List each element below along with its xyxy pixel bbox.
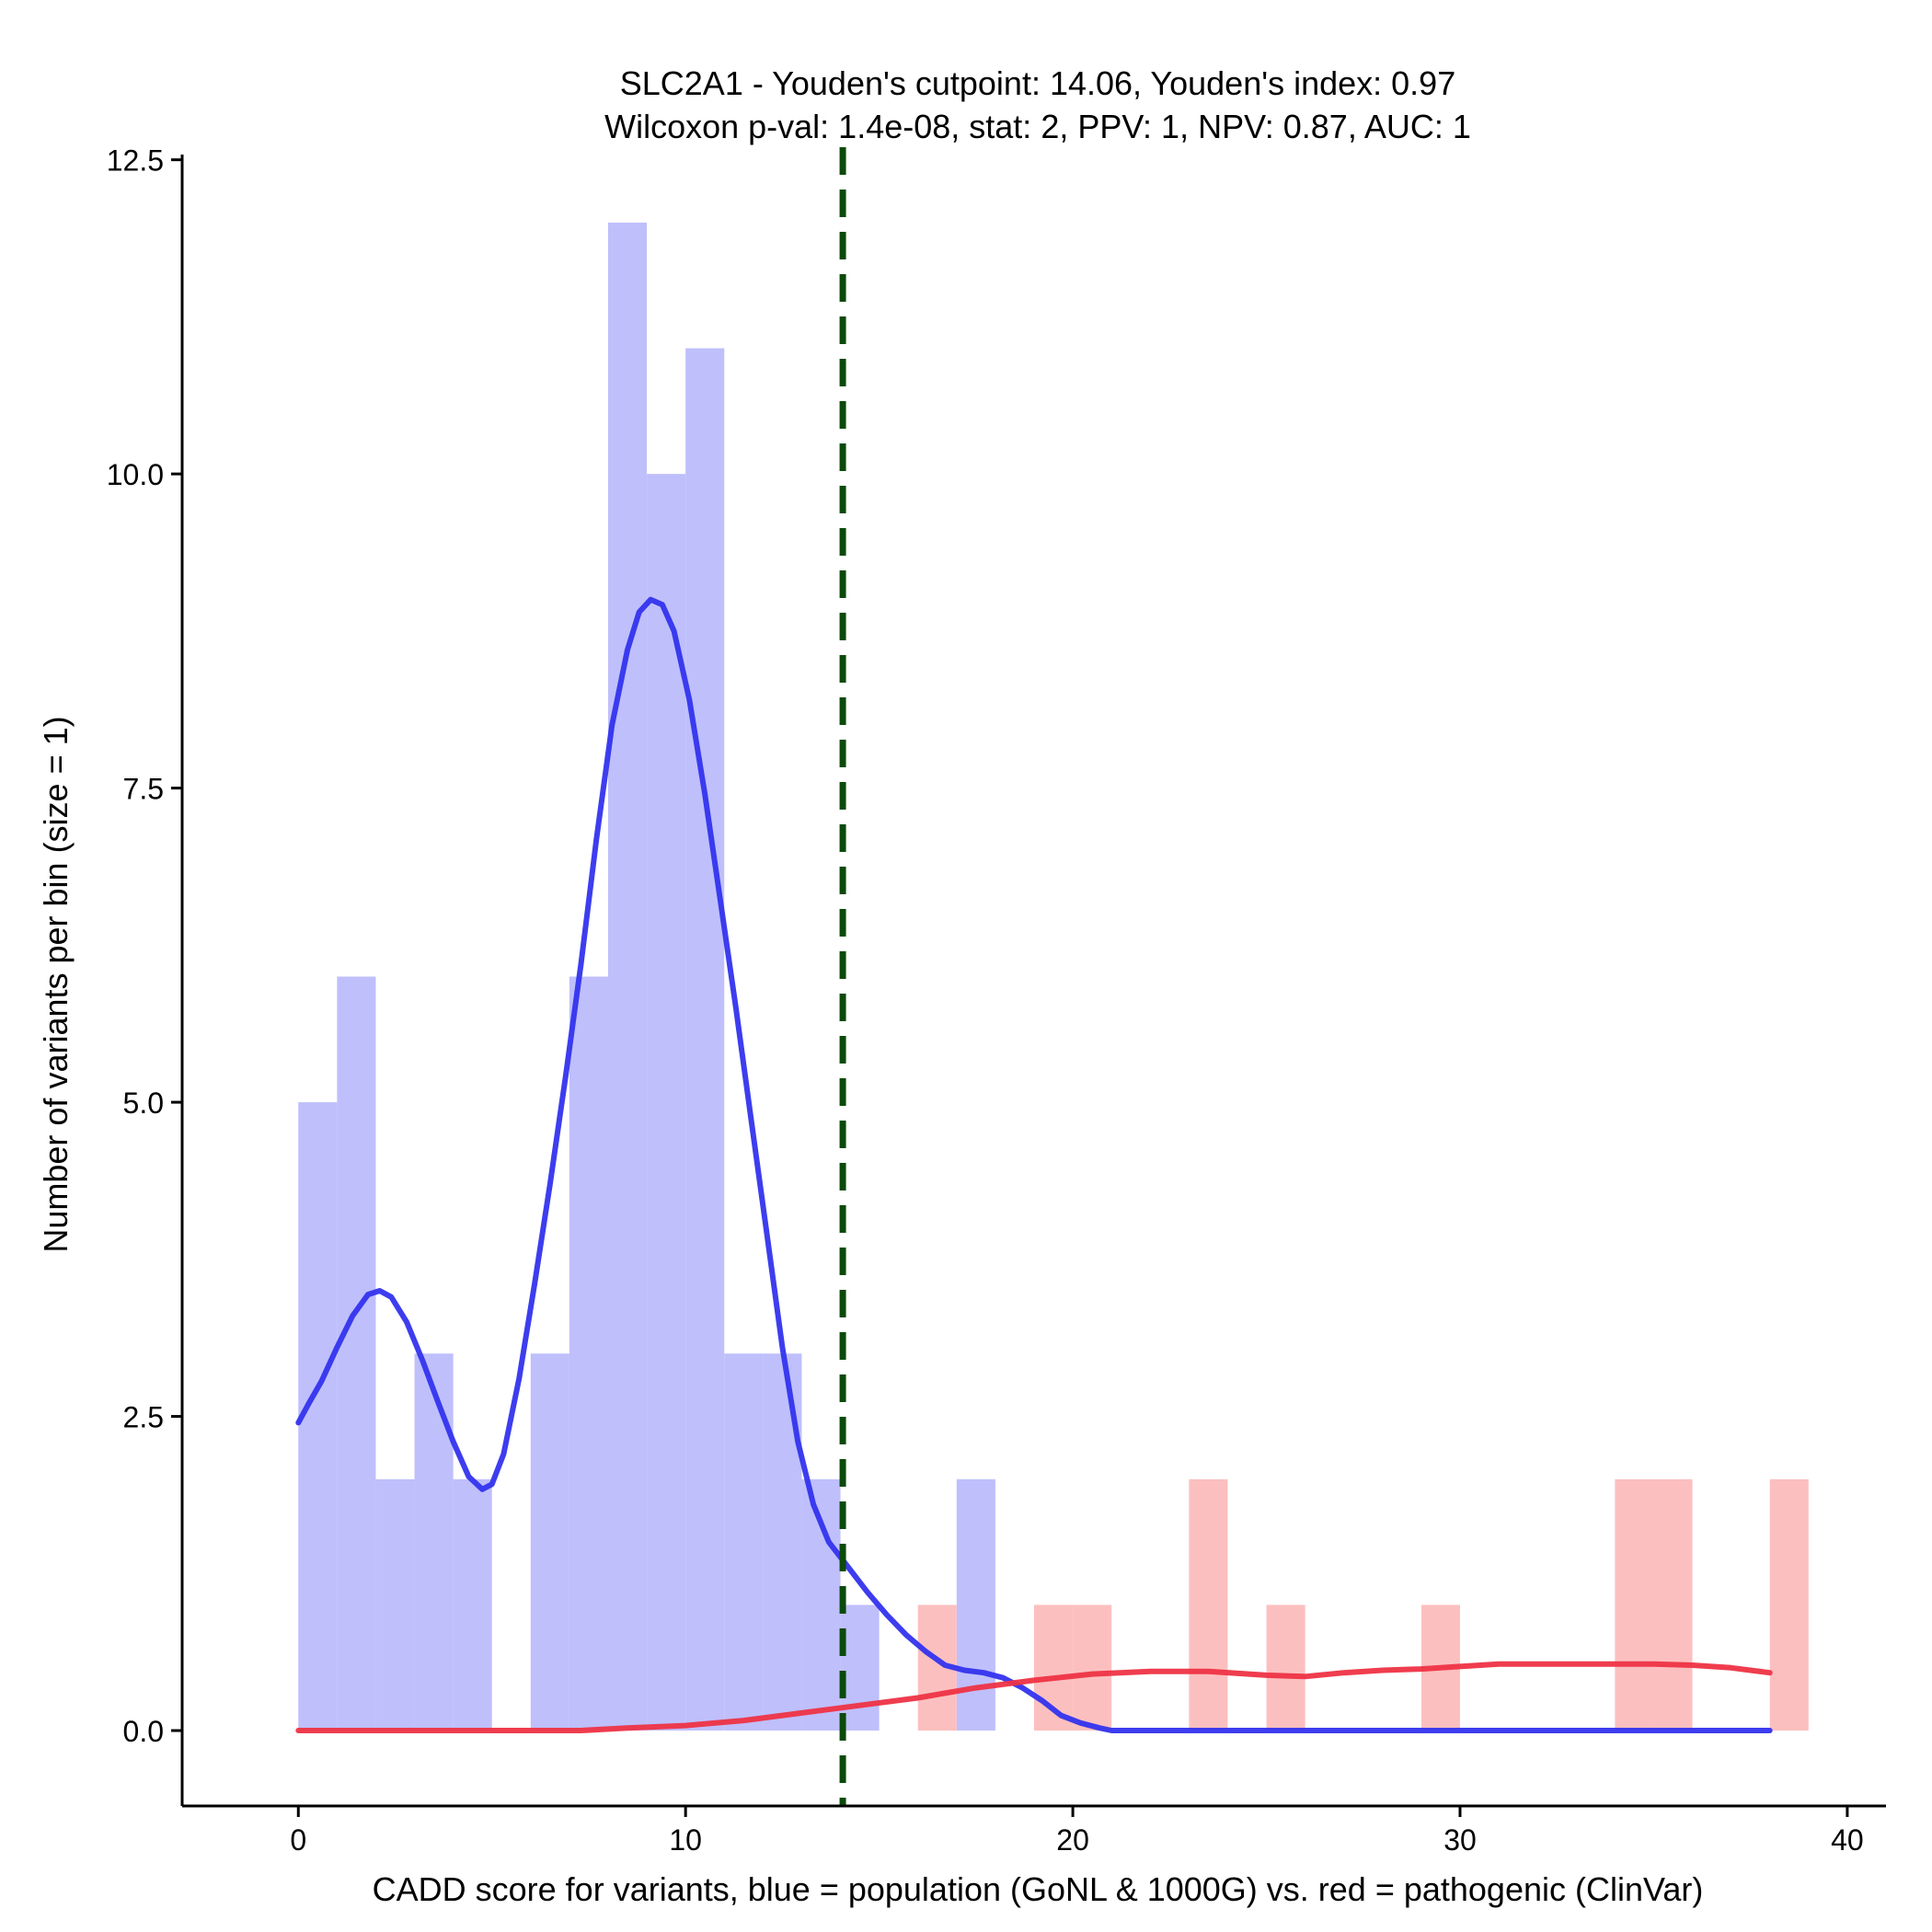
pathogenic-bar (1189, 1478, 1228, 1731)
population-bar (647, 474, 686, 1731)
y-tick-label: 10.0 (107, 458, 164, 491)
population-bar (840, 1604, 880, 1731)
bars-layer (298, 222, 1809, 1731)
y-tick-label: 12.5 (107, 144, 164, 178)
population-bar (337, 976, 376, 1731)
axes-layer: 0.0 2.5 5.0 7.5 10.0 12.5 0 10 20 30 40 (107, 144, 1886, 1857)
density-lines-layer (295, 596, 1773, 1733)
y-axis-label: Number of variants per bin (size = 1) (37, 716, 75, 1252)
population-bar (453, 1478, 492, 1731)
x-axis-label: CADD score for variants, blue = populati… (373, 1870, 1704, 1908)
pathogenic-bar (1769, 1478, 1809, 1731)
x-tick-label: 0 (290, 1823, 306, 1857)
population-bar (608, 222, 648, 1731)
x-tick-label: 30 (1443, 1823, 1477, 1857)
population-bar (569, 976, 608, 1731)
population-bar (685, 348, 725, 1731)
population-bar (414, 1353, 454, 1731)
y-tick-label: 2.5 (123, 1401, 164, 1434)
chart-title-line2: Wilcoxon p-val: 1.4e-08, stat: 2, PPV: 1… (604, 108, 1471, 145)
x-tick-label: 40 (1831, 1823, 1864, 1857)
x-tick-label: 20 (1056, 1823, 1089, 1857)
population-bar (724, 1353, 764, 1731)
population-bar (530, 1353, 569, 1731)
pathogenic-bar (1266, 1604, 1305, 1731)
pathogenic-bar (1615, 1478, 1654, 1731)
chart-title-line1: SLC2A1 - Youden's cutpoint: 14.06, Youde… (620, 64, 1455, 102)
pathogenic-density-line (295, 1661, 1773, 1733)
population-bar (763, 1353, 802, 1731)
y-tick-label: 5.0 (123, 1087, 164, 1120)
y-tick-label: 0.0 (123, 1715, 164, 1748)
population-density-line (295, 596, 1773, 1733)
pathogenic-bar (1073, 1604, 1112, 1731)
x-tick-label: 10 (669, 1823, 702, 1857)
population-bar (375, 1478, 415, 1731)
y-tick-label: 7.5 (123, 773, 164, 806)
pathogenic-bar (1653, 1478, 1693, 1731)
